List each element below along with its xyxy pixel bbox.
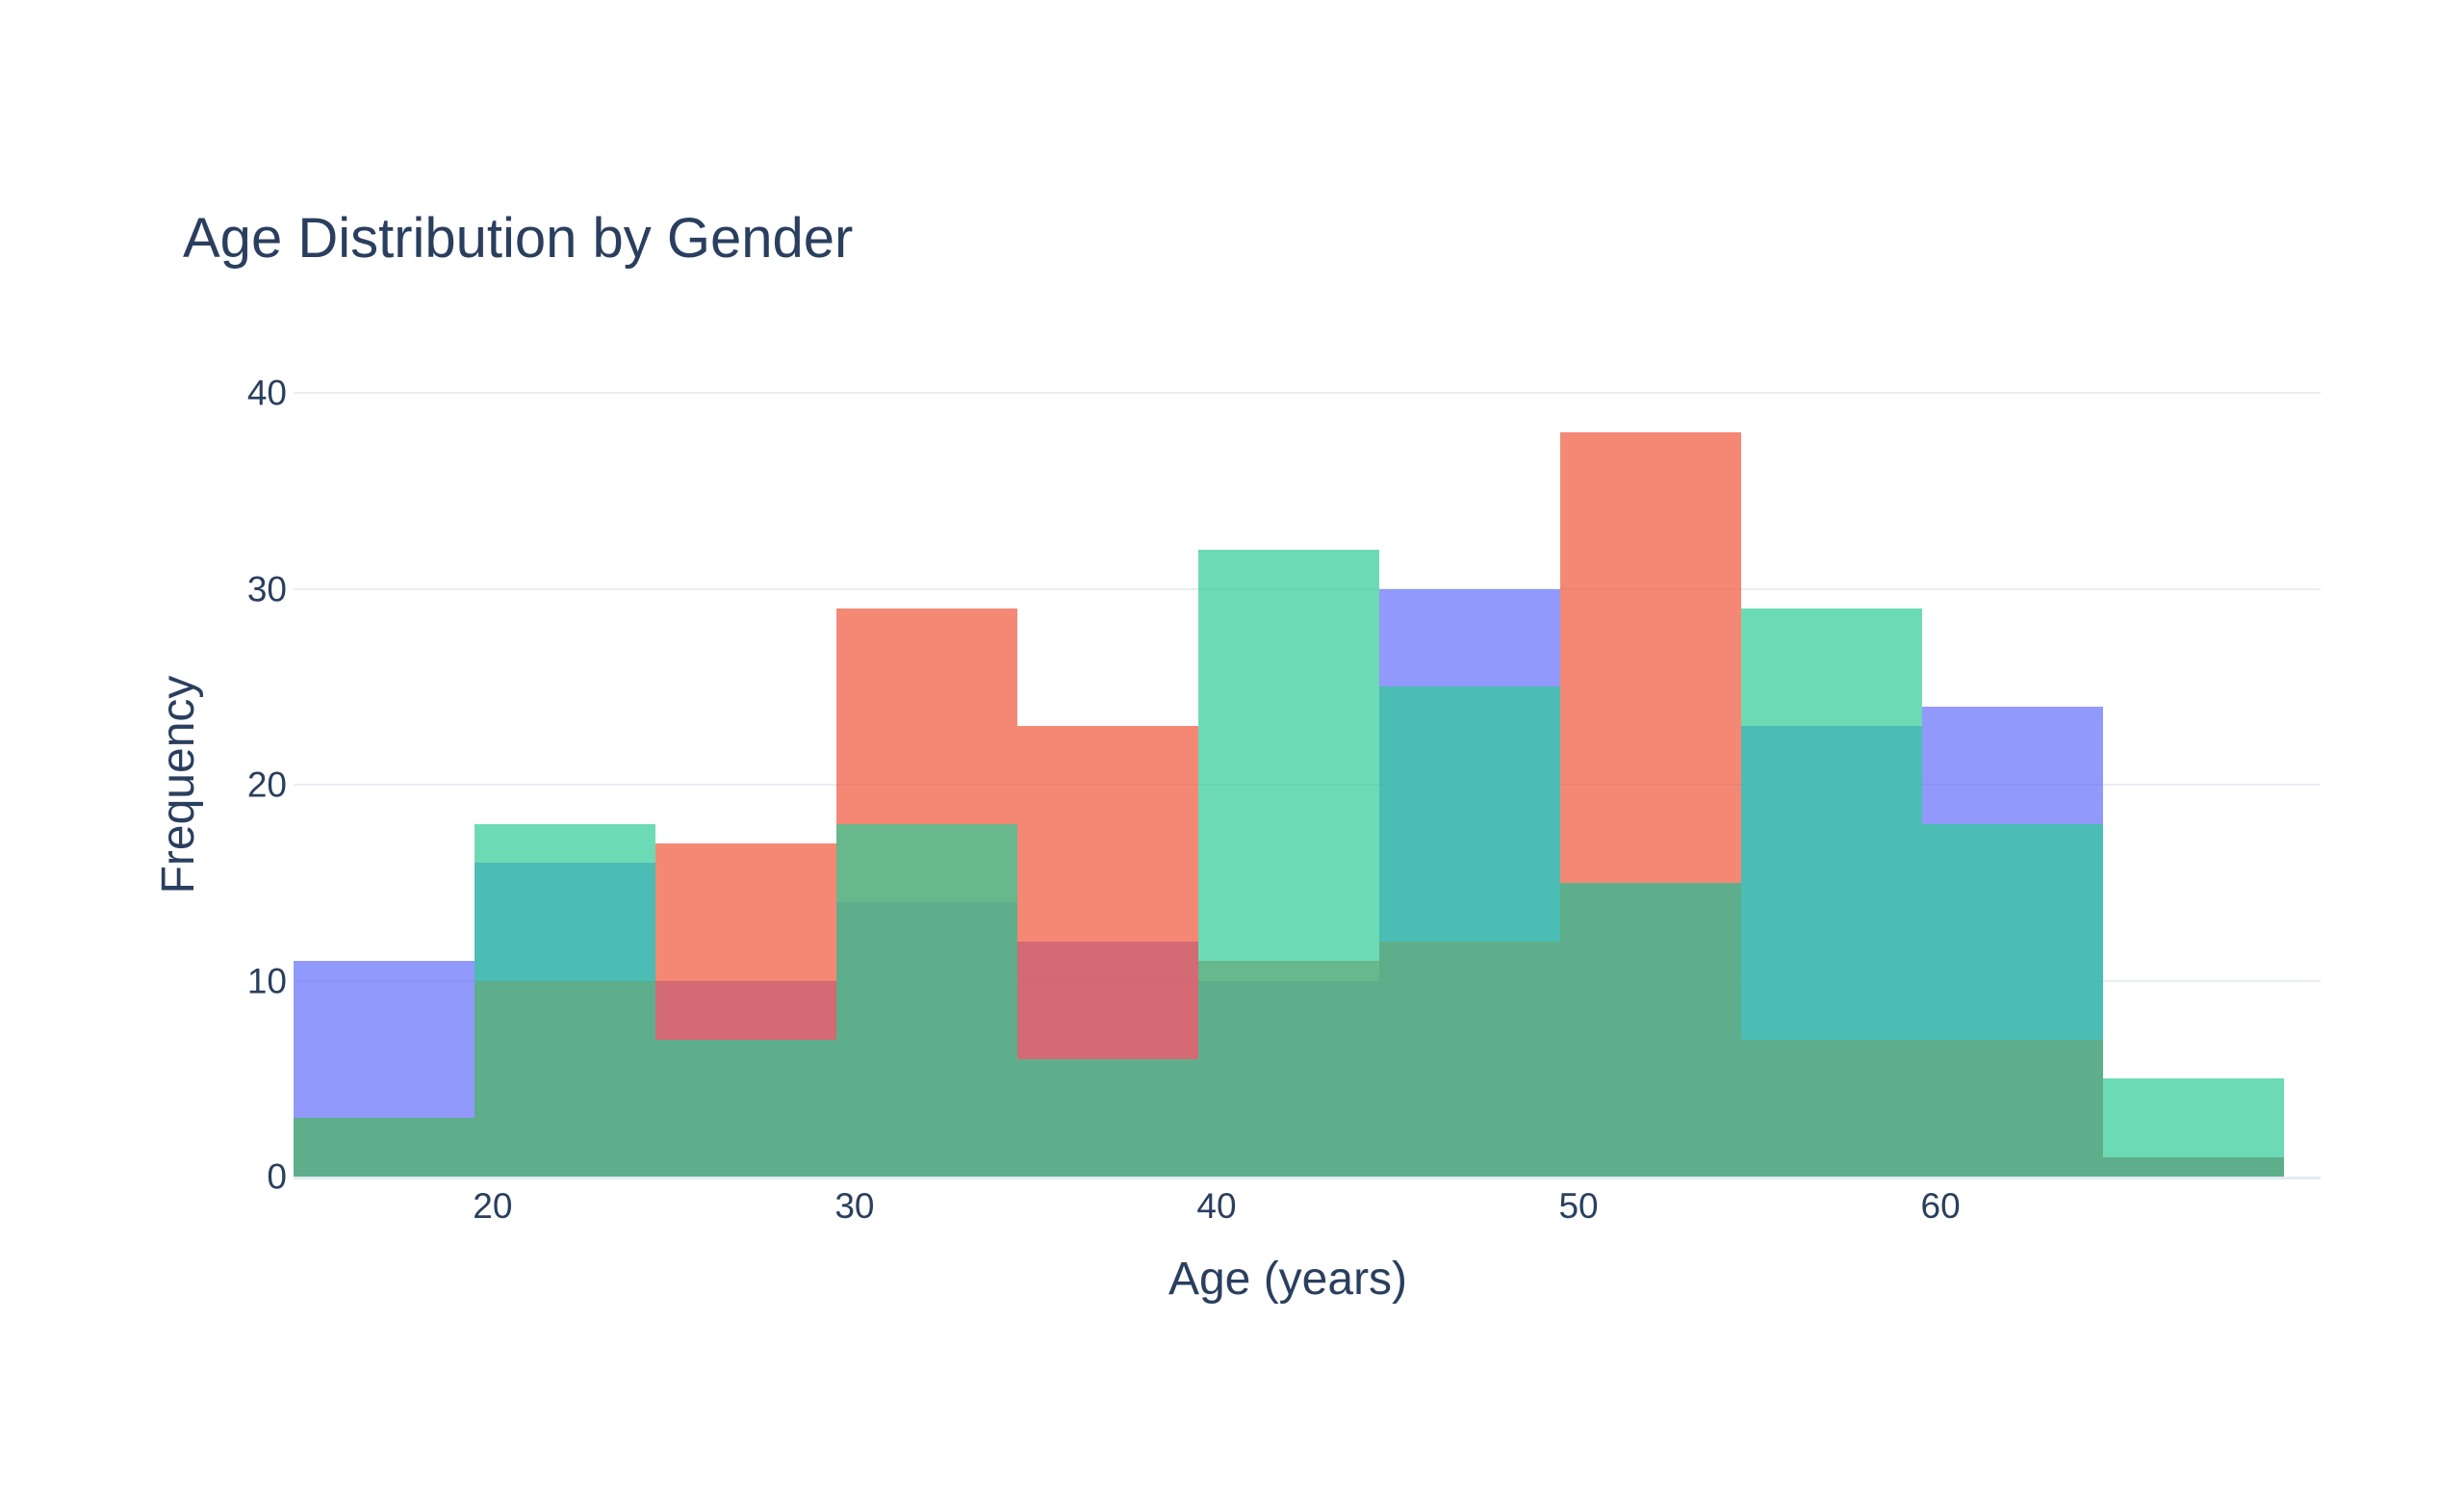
histogram-bar-green-series-bin1[interactable] (475, 823, 656, 1177)
y-tick-label-20: 20 (246, 764, 287, 805)
histogram-bar-green-series-bin9[interactable] (1922, 823, 2104, 1177)
histogram-bar-green-series-bin2[interactable] (655, 1039, 837, 1177)
y-axis-title: Frequency (153, 675, 205, 894)
x-tick-label-40: 40 (1196, 1186, 1237, 1226)
histogram-bar-green-series-bin4[interactable] (1017, 1058, 1199, 1177)
y-tick-label-30: 30 (246, 569, 287, 609)
histogram-bar-green-series-bin0[interactable] (294, 1117, 475, 1177)
x-tick-label-30: 30 (834, 1186, 875, 1226)
plot-area (294, 392, 2321, 1179)
histogram-bar-green-series-bin3[interactable] (836, 823, 1018, 1177)
x-tick-label-60: 60 (1920, 1186, 1961, 1226)
y-tick-label-40: 40 (246, 373, 287, 413)
x-axis-title: Age (years) (1168, 1254, 1408, 1305)
x-tick-label-20: 20 (473, 1186, 513, 1226)
x-tick-label-50: 50 (1558, 1186, 1599, 1226)
gridline-y-40 (294, 392, 2321, 394)
histogram-bar-green-series-bin5[interactable] (1198, 549, 1380, 1177)
y-tick-label-10: 10 (246, 961, 287, 1000)
histogram-bar-green-series-bin7[interactable] (1560, 882, 1742, 1177)
histogram-bar-green-series-bin6[interactable] (1379, 686, 1561, 1177)
chart-title: Age Distribution by Gender (183, 207, 854, 270)
y-tick-label-0: 0 (267, 1156, 287, 1197)
histogram-bar-green-series-bin10[interactable] (2103, 1078, 2285, 1177)
series-layer-green-series (294, 393, 2321, 1177)
x-axis-line (294, 1177, 2321, 1179)
histogram-bar-green-series-bin8[interactable] (1741, 608, 1923, 1177)
